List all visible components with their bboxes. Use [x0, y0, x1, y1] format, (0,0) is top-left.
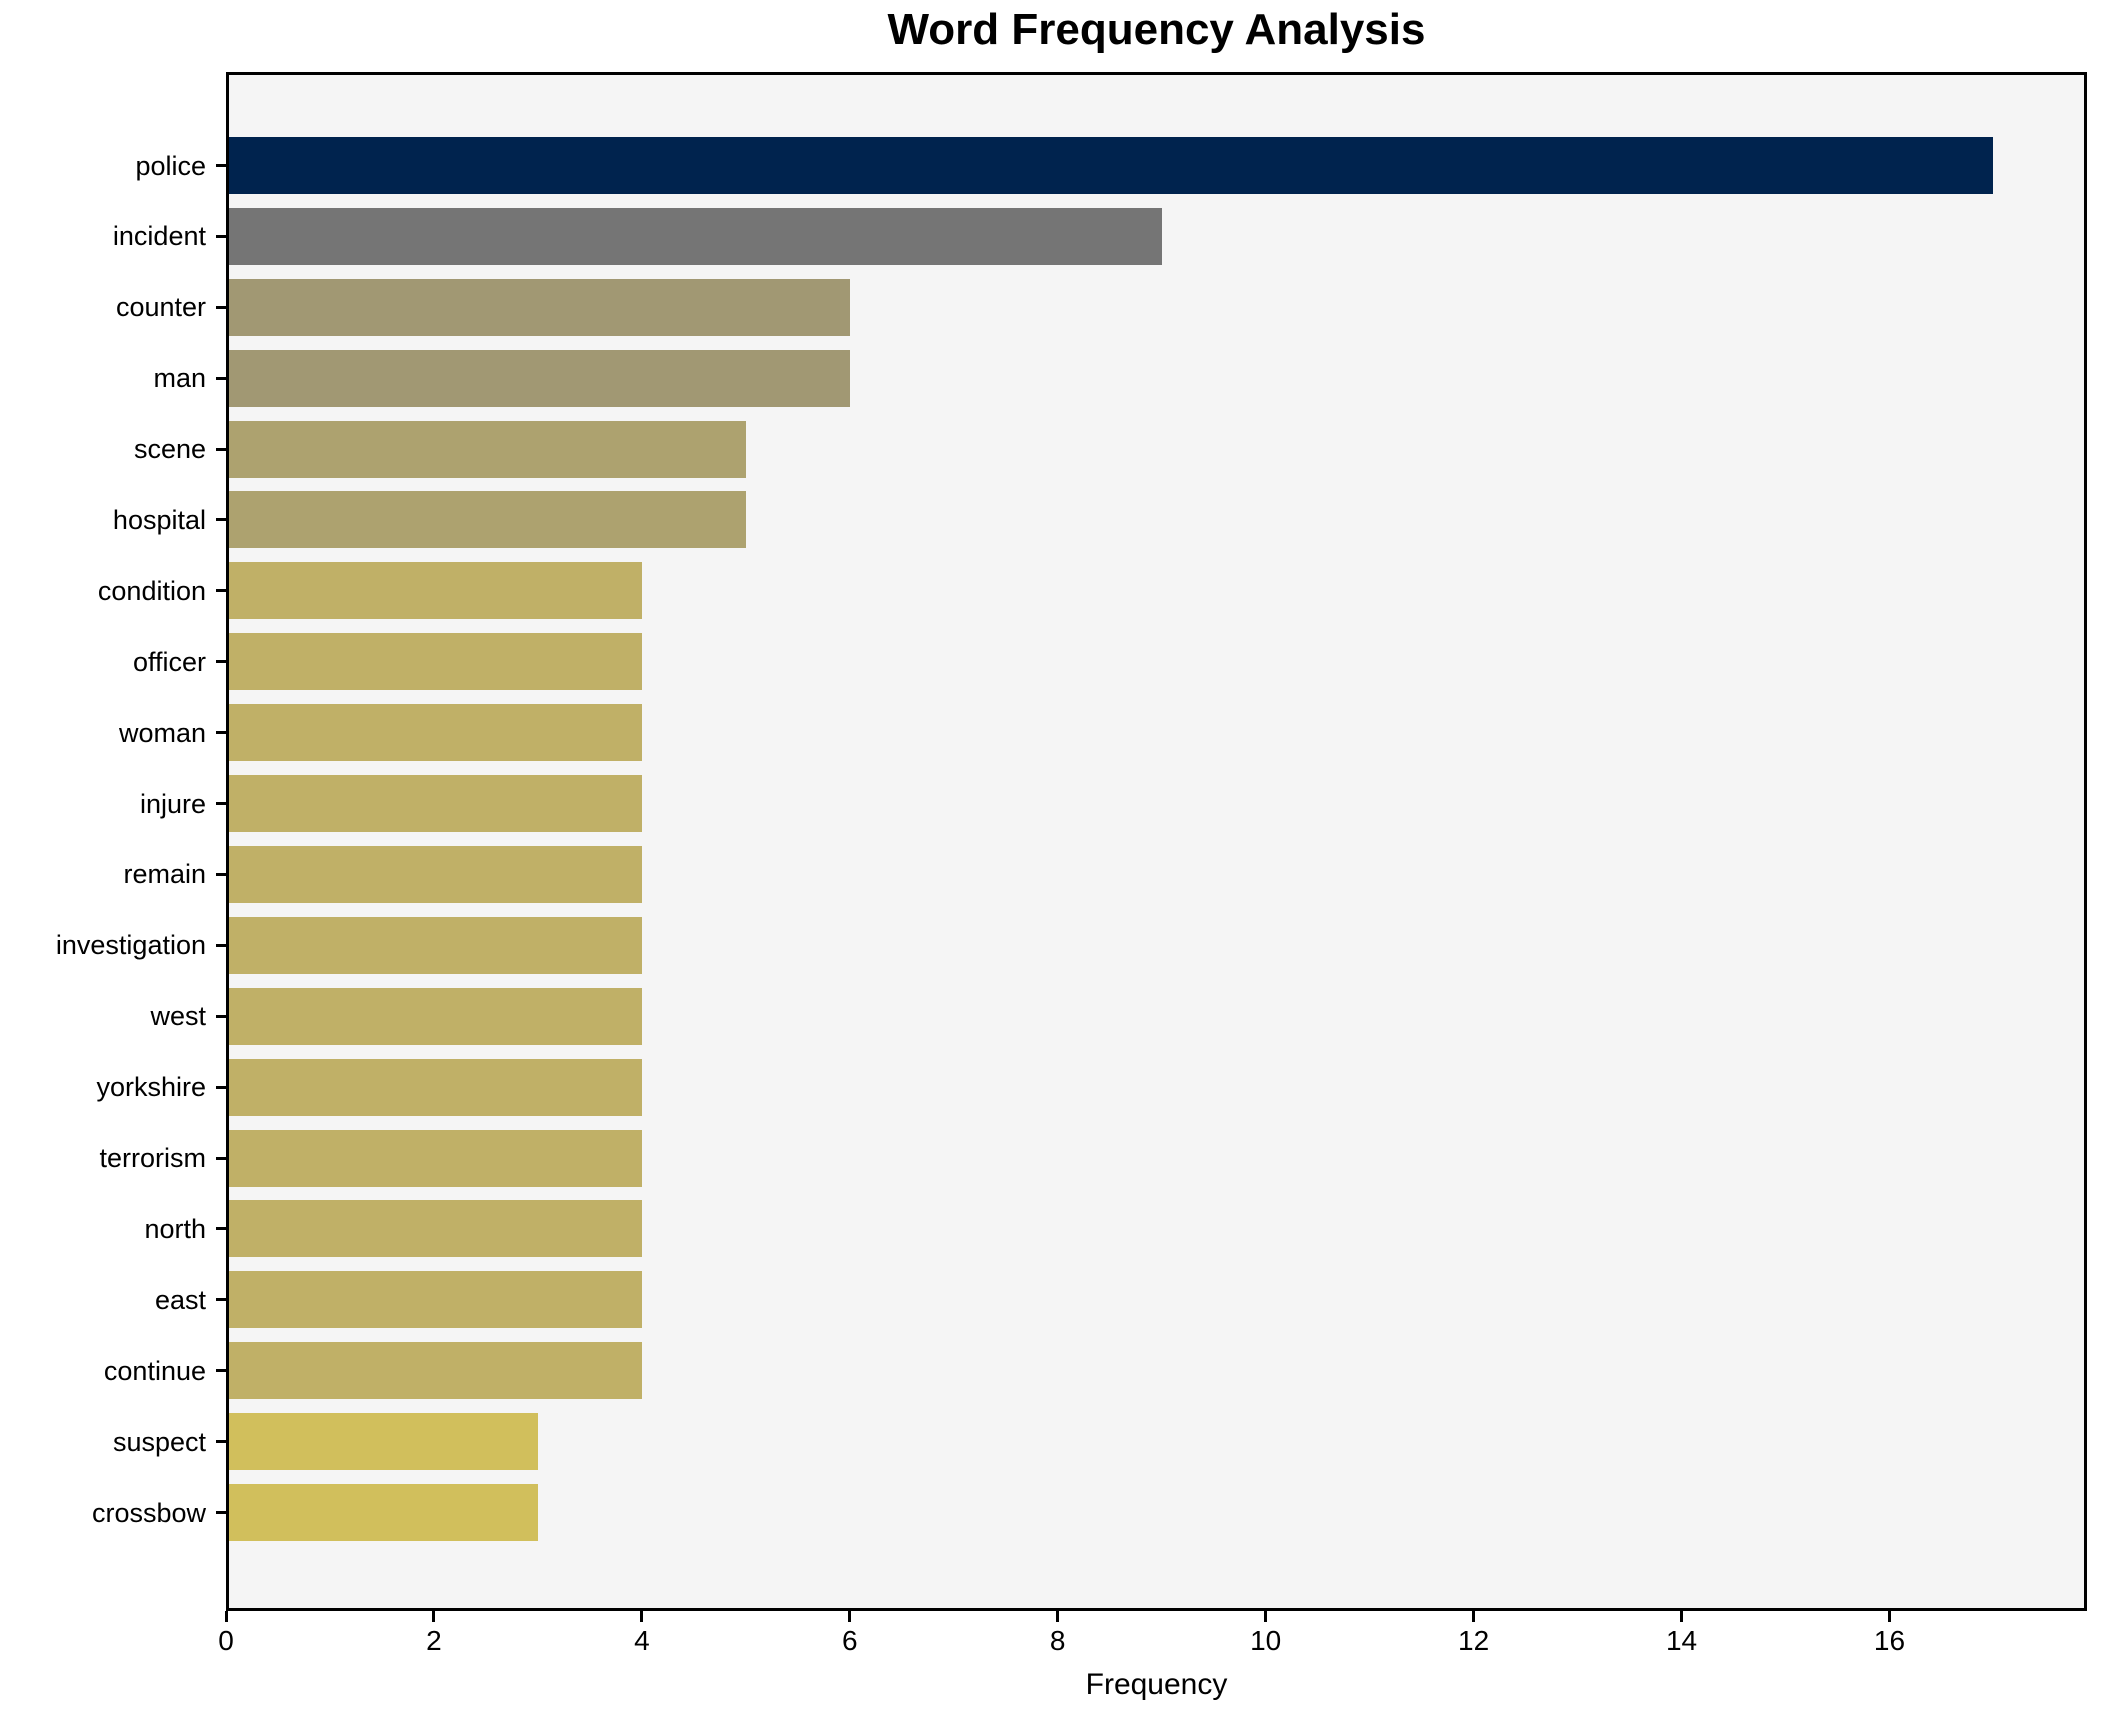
y-tick-mark	[216, 1227, 226, 1231]
x-tick-mark	[224, 1611, 228, 1622]
y-tick-label: investigation	[55, 930, 206, 961]
bar-east	[226, 1271, 642, 1329]
y-tick-label: police	[135, 150, 206, 181]
bar-suspect	[226, 1413, 538, 1471]
x-axis-label: Frequency	[1085, 1668, 1228, 1701]
x-tick-mark	[1887, 1611, 1891, 1622]
bar-terrorism	[226, 1129, 642, 1187]
y-tick-mark	[216, 518, 226, 522]
y-tick-label: east	[154, 1284, 206, 1315]
y-tick-label: north	[144, 1213, 206, 1244]
y-tick-label: incident	[112, 221, 206, 252]
y-tick-label: hospital	[112, 504, 206, 535]
bar-man	[226, 349, 850, 407]
bar-west	[226, 987, 642, 1045]
bar-counter	[226, 278, 850, 336]
y-tick-mark	[216, 1298, 226, 1302]
y-tick-mark	[216, 1014, 226, 1018]
x-tick-mark	[1472, 1611, 1476, 1622]
bar-condition	[226, 562, 642, 620]
y-tick-label: suspect	[112, 1426, 206, 1457]
bar-woman	[226, 704, 642, 762]
y-tick-label: crossbow	[91, 1497, 206, 1528]
y-tick-mark	[216, 660, 226, 664]
y-tick-mark	[216, 1085, 226, 1089]
y-tick-mark	[216, 376, 226, 380]
bar-police	[226, 137, 1994, 194]
bar-yorkshire	[226, 1058, 642, 1116]
bar-scene	[226, 420, 746, 478]
y-tick-label: yorkshire	[96, 1072, 206, 1103]
y-tick-label: remain	[123, 859, 206, 890]
bar-officer	[226, 633, 642, 691]
bar-remain	[226, 845, 642, 903]
x-tick-mark	[432, 1611, 436, 1622]
x-tick-label: 12	[1458, 1625, 1490, 1656]
x-tick-mark	[848, 1611, 852, 1622]
y-tick-label: man	[153, 363, 206, 394]
y-tick-mark	[216, 447, 226, 451]
y-tick-mark	[216, 1369, 226, 1373]
y-tick-mark	[216, 802, 226, 806]
y-tick-mark	[216, 872, 226, 876]
x-tick-label: 8	[1049, 1625, 1066, 1656]
plot-area	[226, 72, 2087, 1611]
x-tick-label: 16	[1873, 1625, 1906, 1656]
x-tick-label: 4	[634, 1625, 650, 1656]
y-tick-mark	[216, 1440, 226, 1444]
x-tick-mark	[640, 1611, 644, 1622]
y-tick-mark	[216, 1156, 226, 1160]
bar-crossbow	[226, 1484, 538, 1541]
x-tick-mark	[1264, 1611, 1268, 1622]
y-tick-label: continue	[103, 1355, 206, 1386]
y-tick-label: terrorism	[99, 1143, 207, 1174]
y-tick-label: counter	[115, 292, 206, 323]
bar-hospital	[226, 491, 746, 549]
bar-injure	[226, 775, 642, 833]
y-tick-label: condition	[97, 575, 206, 606]
x-tick-label: 10	[1250, 1625, 1282, 1656]
x-tick-label: 0	[218, 1625, 234, 1656]
x-tick-label: 14	[1665, 1625, 1698, 1656]
y-tick-label: west	[150, 1001, 206, 1032]
bar-investigation	[226, 916, 642, 974]
y-tick-mark	[216, 943, 226, 947]
y-tick-mark	[216, 305, 226, 309]
y-tick-mark	[216, 164, 226, 167]
x-tick-mark	[1056, 1611, 1060, 1622]
y-tick-mark	[216, 731, 226, 735]
y-tick-mark	[216, 1511, 226, 1514]
bar-continue	[226, 1342, 642, 1400]
y-tick-label: scene	[133, 434, 206, 465]
y-tick-label: injure	[139, 788, 206, 819]
y-tick-label: woman	[118, 717, 206, 748]
x-tick-label: 6	[842, 1625, 858, 1656]
bar-north	[226, 1200, 642, 1258]
bar-incident	[226, 207, 1162, 265]
x-tick-label: 2	[426, 1625, 442, 1656]
chart-title: Word Frequency Analysis	[887, 5, 1426, 54]
y-tick-mark	[216, 589, 226, 593]
x-tick-mark	[1680, 1611, 1684, 1622]
y-tick-label: officer	[132, 646, 206, 677]
y-tick-mark	[216, 234, 226, 238]
